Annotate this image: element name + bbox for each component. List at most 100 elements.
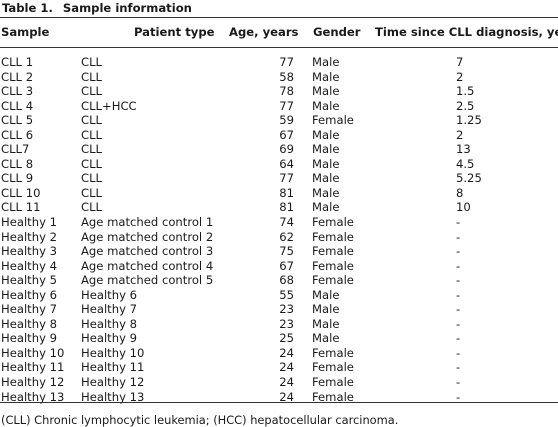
cell-sample: Healthy 7 [1,302,57,317]
cell-patient-type: CLL [81,185,103,200]
cell-gender: Male [312,302,340,317]
table-title: Sample information [62,1,192,15]
cell-gender: Female [312,273,354,288]
cell-sample: CLL7 [1,142,30,157]
cell-sample: Healthy 11 [1,360,65,375]
cell-sample: CLL 6 [1,127,34,142]
cell-time-since-diagnosis: - [456,229,461,244]
cell-patient-type: CLL [81,142,103,157]
cell-age: 24 [279,389,294,404]
header-age: Age, years [229,25,299,39]
cell-gender: Male [312,287,340,302]
table-row: Healthy 9 Healthy 9 25 Male - [0,331,558,346]
cell-gender: Female [312,113,354,128]
cell-age: 24 [279,360,294,375]
table-row: Healthy 8 Healthy 8 23 Male - [0,317,558,332]
cell-age: 62 [279,229,294,244]
cell-age: 55 [279,287,294,302]
cell-patient-type: CLL+HCC [81,98,137,113]
cell-sample: Healthy 4 [1,258,57,273]
cell-patient-type: CLL [81,127,103,142]
cell-time-since-diagnosis: 2 [456,127,464,142]
table-row: CLL 6 CLL 67 Male 2 [0,128,558,143]
cell-time-since-diagnosis: 8 [456,185,464,200]
cell-age: 67 [279,127,294,142]
cell-time-since-diagnosis: 5.25 [456,171,482,186]
cell-time-since-diagnosis: 10 [456,200,471,215]
cell-time-since-diagnosis: - [456,389,461,404]
table-row: Healthy 3 Age matched control 3 75 Female - [0,244,558,259]
header-rule [0,47,558,48]
cell-sample: CLL 8 [1,156,34,171]
cell-gender: Female [312,215,354,230]
table-row: CLL 9 CLL 77 Male 5.25 [0,171,558,186]
cell-age: 24 [279,375,294,390]
cell-gender: Female [312,375,354,390]
table-row: Healthy 12 Healthy 12 24 Female - [0,375,558,390]
cell-gender: Male [312,156,340,171]
header-gender: Gender [313,25,361,39]
cell-patient-type: Healthy 6 [81,287,137,302]
table-caption: Table 1. Sample information [2,1,192,15]
cell-patient-type: CLL [81,55,103,69]
cell-patient-type: CLL [81,200,103,215]
cell-time-since-diagnosis: - [456,375,461,390]
cell-sample: CLL 11 [1,200,41,215]
cell-sample: CLL 3 [1,84,34,99]
cell-gender: Male [312,171,340,186]
cell-patient-type: Healthy 7 [81,302,137,317]
cell-sample: CLL 4 [1,98,34,113]
cell-patient-type: CLL [81,69,103,84]
table-body: CLL 1 CLL 77 Male 7 CLL 2 CLL 58 Male 2 CLL 3 CLL 78… [0,55,558,404]
table-row: Healthy 5 Age matched control 5 68 Female - [0,273,558,288]
cell-sample: Healthy 9 [1,331,57,346]
cell-time-since-diagnosis: 2 [456,69,464,84]
cell-age: 77 [279,171,294,186]
cell-gender: Female [312,258,354,273]
cell-gender: Male [312,316,340,331]
cell-patient-type: Healthy 13 [81,389,145,404]
cell-time-since-diagnosis: - [456,215,461,230]
cell-sample: CLL 5 [1,113,34,128]
cell-age: 75 [279,244,294,259]
table-row: CLL7 CLL 69 Male 13 [0,142,558,157]
cell-gender: Male [312,200,340,215]
cell-patient-type: Healthy 11 [81,360,145,375]
cell-time-since-diagnosis: - [456,316,461,331]
cell-time-since-diagnosis: - [456,345,461,360]
top-rule [0,17,558,18]
cell-sample: CLL 9 [1,171,34,186]
table-row: Healthy 11 Healthy 11 24 Female - [0,360,558,375]
cell-age: 81 [279,185,294,200]
cell-gender: Female [312,389,354,404]
table-row: CLL 5 CLL 59 Female 1.25 [0,113,558,128]
cell-sample: Healthy 5 [1,273,57,288]
cell-patient-type: Age matched control 5 [81,273,214,288]
cell-gender: Male [312,69,340,84]
cell-patient-type: CLL [81,84,103,99]
cell-age: 78 [279,84,294,99]
cell-gender: Female [312,244,354,259]
cell-time-since-diagnosis: 2.5 [456,98,475,113]
cell-gender: Male [312,127,340,142]
cell-age: 81 [279,200,294,215]
table-row: CLL 10 CLL 81 Male 8 [0,186,558,201]
table-row: Healthy 1 Age matched control 1 74 Female - [0,215,558,230]
cell-patient-type: Healthy 8 [81,316,137,331]
cell-sample: Healthy 13 [1,389,65,404]
header-sample: Sample [1,25,50,39]
cell-patient-type: Healthy 10 [81,345,145,360]
table-row: CLL 8 CLL 64 Male 4.5 [0,157,558,172]
cell-sample: Healthy 2 [1,229,57,244]
cell-patient-type: Healthy 9 [81,331,137,346]
table-row: CLL 4 CLL+HCC 77 Male 2.5 [0,99,558,114]
table-row: Healthy 10 Healthy 10 24 Female - [0,346,558,361]
cell-age: 77 [279,98,294,113]
cell-patient-type: CLL [81,171,103,186]
cell-age: 64 [279,156,294,171]
bottom-rule [0,402,558,403]
cell-age: 77 [279,55,294,69]
cell-time-since-diagnosis: - [456,302,461,317]
cell-age: 58 [279,69,294,84]
cell-patient-type: Age matched control 1 [81,215,214,230]
